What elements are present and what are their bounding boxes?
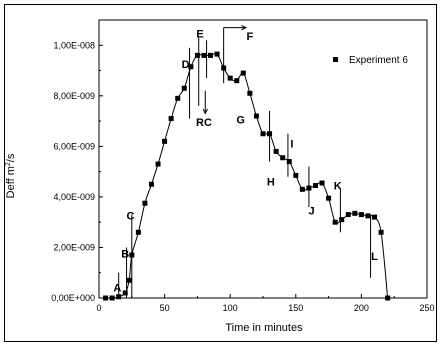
annotation-a: A [113, 283, 121, 295]
data-point-30 [293, 172, 299, 178]
series-curve-0 [105, 52, 389, 299]
data-point-42 [372, 214, 378, 220]
annotation-k: K [334, 180, 342, 192]
annotation-c: C [127, 211, 135, 223]
y-tick-label-0: 0,00E+000 [51, 293, 95, 303]
data-point-36 [332, 219, 338, 225]
annotations: A B C D E F RC G H I J K L [113, 29, 378, 295]
data-point-25 [260, 131, 266, 137]
data-point-31 [299, 186, 305, 192]
y-tick-label-2: 4,00E-009 [53, 192, 95, 202]
data-point-13 [181, 85, 187, 91]
annotation-h: H [267, 177, 275, 189]
data-point-1 [109, 295, 115, 301]
data-point-8 [148, 181, 154, 187]
data-point-34 [319, 180, 325, 186]
data-point-11 [168, 116, 174, 122]
data-point-7 [142, 200, 148, 206]
data-point-15 [194, 52, 200, 58]
legend-label: Experiment 6 [349, 55, 408, 66]
annotation-d: D [182, 59, 190, 71]
data-point-19 [221, 65, 227, 71]
data-point-22 [240, 70, 246, 76]
data-point-28 [280, 155, 286, 161]
y-axis-label-sup: 2 [5, 162, 12, 166]
data-point-18 [214, 51, 220, 57]
x-tick-label-250: 250 [419, 303, 434, 313]
data-point-0 [103, 295, 109, 301]
y-tick-label-5: 1,00E-008 [53, 40, 95, 50]
data-point-9 [155, 161, 161, 167]
data-point-23 [247, 90, 253, 96]
arrow-head-1 [241, 24, 248, 31]
data-point-12 [175, 95, 181, 101]
data-point-39 [352, 210, 358, 216]
y-axis-label: Deff m2/s [5, 153, 17, 198]
data-point-4 [126, 277, 132, 283]
annotation-rc: RC [196, 117, 212, 129]
data-point-26 [267, 131, 273, 137]
data-point-14 [188, 64, 194, 70]
data-point-29 [286, 159, 292, 165]
y-axis-label-main: Deff m [5, 166, 17, 198]
annotation-g: G [236, 115, 245, 127]
x-tick-label-50: 50 [160, 303, 170, 313]
annotation-f: F [247, 31, 254, 43]
data-point-3 [122, 290, 128, 296]
data-point-6 [135, 229, 141, 235]
y-tick-label-1: 2,00E-009 [53, 242, 95, 252]
legend-marker [333, 57, 338, 62]
data-point-16 [201, 52, 207, 58]
annotation-lines [118, 24, 372, 298]
data-point-43 [378, 229, 384, 235]
data-point-40 [358, 212, 364, 218]
data-point-32 [306, 185, 312, 191]
data-point-41 [365, 213, 371, 219]
data-point-21 [234, 78, 240, 84]
y-tick-label-3: 6,00E-009 [53, 141, 95, 151]
x-tick-label-150: 150 [288, 303, 303, 313]
series-experiment-6 [103, 51, 391, 301]
data-point-27 [273, 148, 279, 154]
y-axis-label-tail: /s [5, 153, 17, 162]
data-point-17 [208, 52, 214, 58]
data-point-2 [116, 294, 122, 300]
legend: Experiment 6 [333, 55, 408, 66]
data-point-38 [345, 212, 351, 218]
data-point-37 [339, 217, 345, 223]
data-point-5 [129, 252, 135, 258]
data-point-33 [312, 183, 318, 189]
axes: 0 50 100 150 200 250 0,00E+000 2,00E-009 4,00E-0… [51, 19, 435, 313]
data-point-44 [385, 295, 391, 301]
data-point-10 [162, 138, 168, 144]
annotation-i: I [290, 139, 293, 151]
data-point-20 [227, 75, 233, 81]
data-point-24 [253, 113, 259, 119]
annotation-l: L [371, 251, 378, 263]
x-tick-label-100: 100 [223, 303, 238, 313]
annotation-b: B [121, 249, 129, 261]
x-tick-label-200: 200 [354, 303, 369, 313]
figure-frame [4, 4, 437, 342]
x-tick-label-0: 0 [96, 303, 101, 313]
x-axis-label: Time in minutes [225, 322, 303, 334]
annotation-e: E [196, 29, 203, 41]
annotation-j: J [308, 206, 314, 218]
arrow-head-2 [202, 108, 208, 115]
y-tick-label-4: 8,00E-009 [53, 91, 95, 101]
data-point-35 [326, 195, 332, 201]
